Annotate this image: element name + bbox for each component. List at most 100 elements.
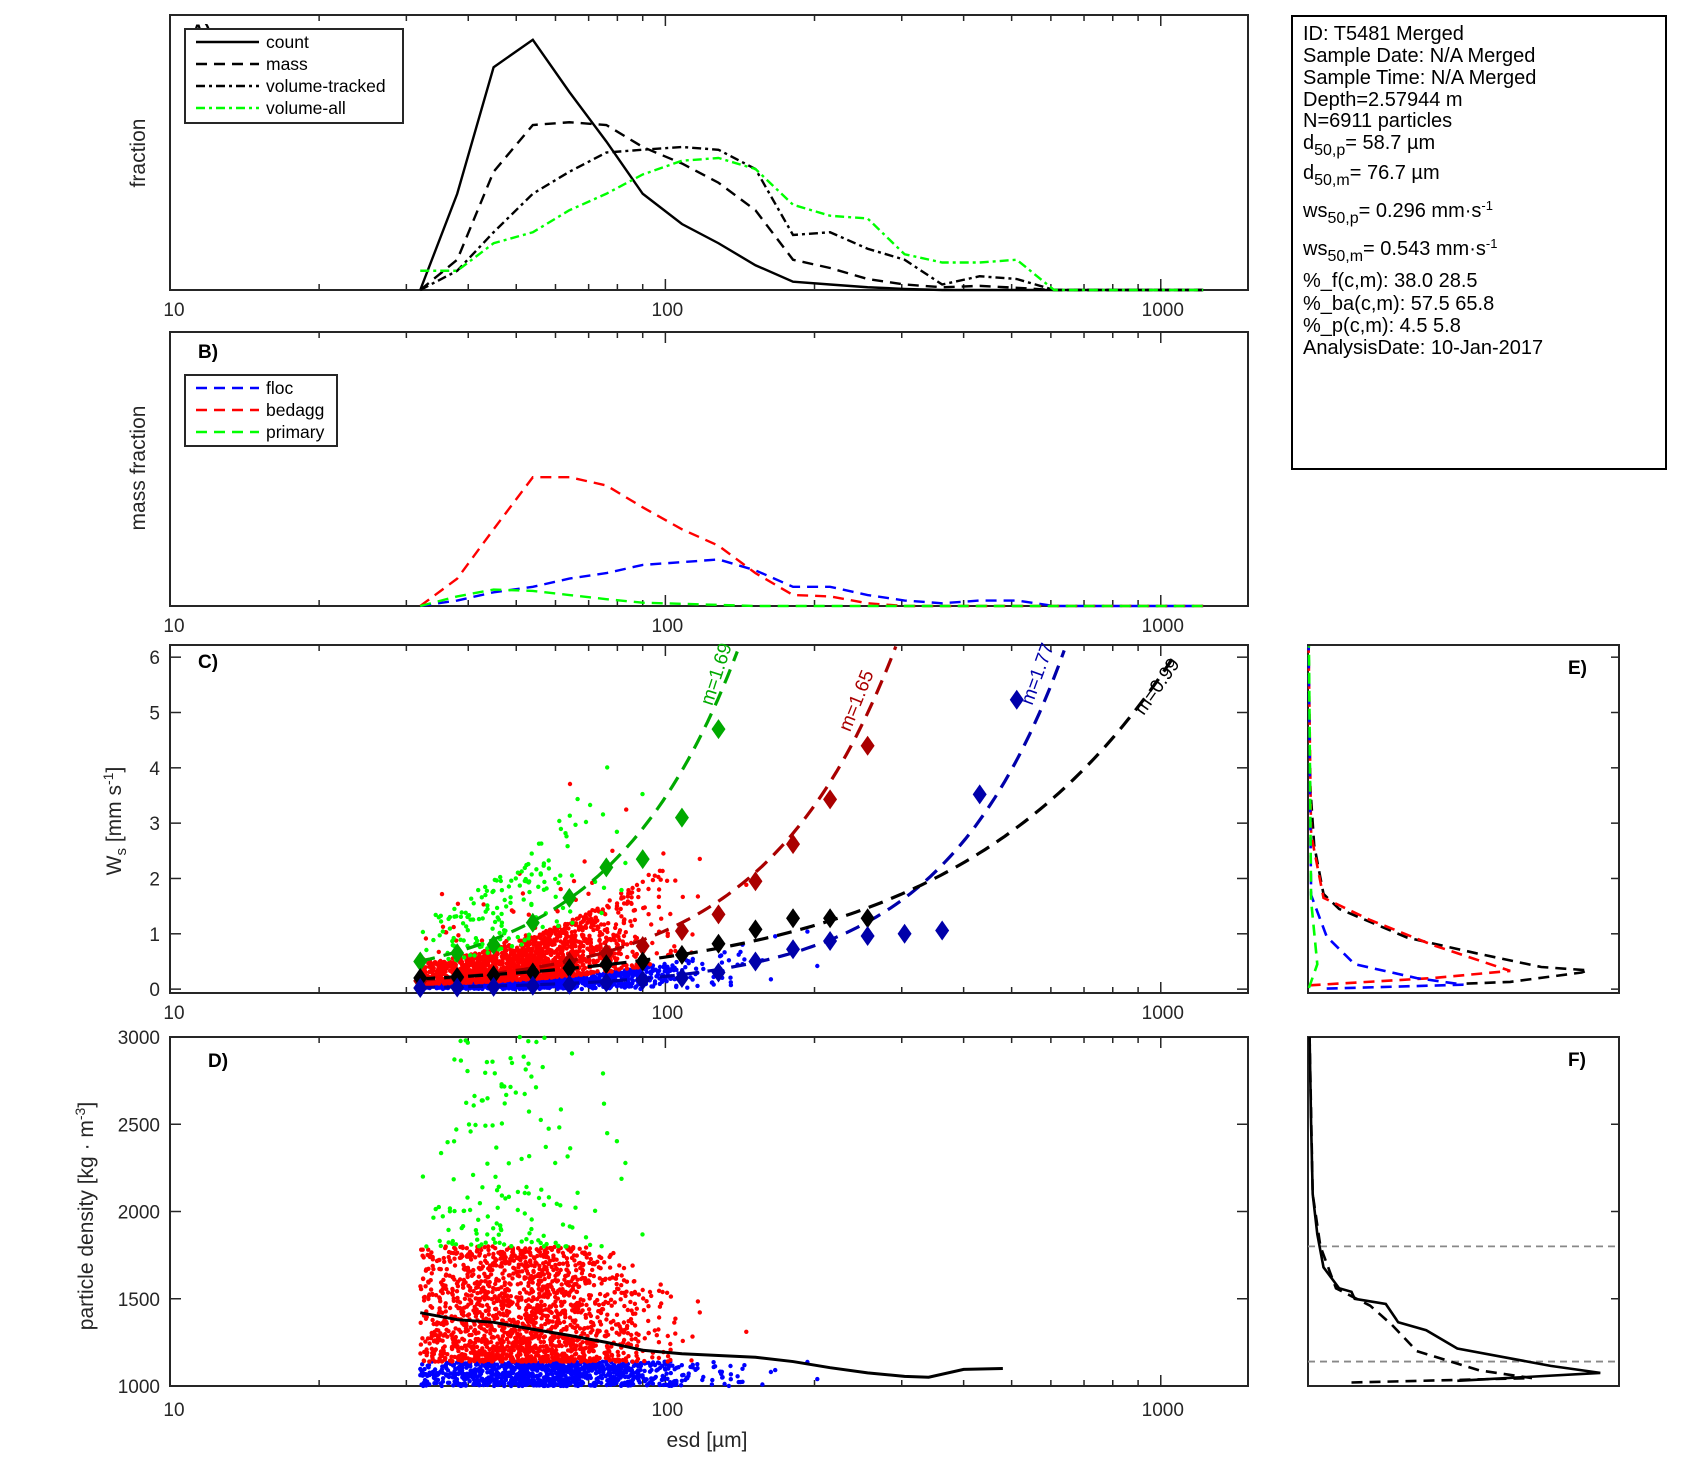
scatter-point-bedagg [496, 961, 501, 966]
scatter-point-bedagg [559, 930, 564, 935]
scatter-point-bedagg [551, 1253, 556, 1258]
scatter-point-primary [560, 905, 566, 911]
scatter-point-bedagg [581, 1298, 586, 1303]
scatter-point-bedagg [597, 1291, 603, 1297]
scatter-point-floc [540, 1363, 545, 1369]
scatter-point-bedagg [636, 887, 641, 893]
scatter-point-bedagg [672, 1320, 677, 1325]
scatter-point-bedagg [531, 938, 536, 943]
scatter-point-bedagg [599, 1281, 604, 1286]
scatter-point-bedagg [526, 912, 531, 917]
scatter-point-bedagg [587, 910, 592, 915]
scatter-point-primary [536, 884, 541, 889]
scatter-point-bedagg [613, 922, 619, 927]
scatter-point-bedagg [603, 912, 608, 917]
scatter-point-floc [435, 984, 441, 990]
scatter-point-bedagg [439, 966, 444, 971]
scatter-point-floc [719, 1369, 725, 1375]
scatter-point-floc [679, 1378, 685, 1384]
scatter-point-floc [695, 983, 700, 989]
scatter-point-primary [491, 911, 496, 916]
scatter-point-bedagg [602, 1260, 607, 1265]
scatter-point-bedagg [665, 931, 670, 936]
scatter-point-bedagg [614, 941, 619, 946]
scatter-point-bedagg [521, 963, 527, 968]
scatter-point-bedagg [560, 955, 565, 960]
x-tick-label: 100 [652, 1400, 684, 1421]
scatter-point-bedagg [581, 943, 586, 949]
scatter-point-floc [465, 1375, 470, 1381]
scatter-point-floc [642, 1368, 647, 1374]
scatter-point-floc [805, 929, 810, 934]
scatter-point-bedagg [629, 923, 634, 928]
scatter-point-bedagg [656, 887, 662, 892]
scatter-point-floc [485, 1370, 490, 1375]
scatter-point-bedagg [652, 873, 657, 878]
scatter-point-bedagg [577, 946, 582, 951]
scatter-point-bedagg [580, 967, 586, 973]
scatter-point-primary [447, 926, 453, 931]
scatter-point-bedagg [507, 957, 512, 962]
scatter-point-floc [674, 967, 679, 972]
scatter-point-floc [453, 1366, 458, 1372]
scatter-point-bedagg [433, 980, 439, 985]
scatter-point-floc [595, 1370, 600, 1375]
scatter-point-bedagg [526, 960, 531, 965]
scatter-point-floc [484, 1376, 489, 1382]
scatter-point-floc [674, 959, 679, 965]
scatter-point-floc [644, 969, 649, 974]
scatter-point-bedagg [499, 954, 504, 959]
scatter-point-bedagg [525, 953, 530, 958]
scatter-point-bedagg [614, 1312, 620, 1318]
scatter-point-floc [451, 1383, 456, 1388]
scatter-point-bedagg [689, 1358, 694, 1363]
scatter-point-primary [484, 888, 490, 893]
axes-frame [169, 644, 1249, 994]
scatter-point-floc [485, 1382, 490, 1388]
scatter-point-floc [470, 1369, 475, 1374]
scatter-point-bedagg [604, 1329, 609, 1334]
scatter-point-bedagg [628, 919, 633, 924]
scatter-point-floc [649, 984, 654, 989]
scatter-point-bedagg [423, 1284, 428, 1289]
scatter-point-bedagg [673, 1316, 678, 1321]
y-axis-label: mass fraction [127, 406, 150, 531]
scatter-point-bedagg [486, 1247, 491, 1253]
scatter-point-floc [582, 976, 587, 981]
scatter-point-bedagg [595, 958, 600, 963]
scatter-point-bedagg [483, 959, 488, 964]
scatter-point-bedagg [451, 965, 456, 970]
scatter-point-bedagg [680, 894, 685, 900]
scatter-point-floc [686, 1371, 691, 1376]
scatter-point-floc [600, 1363, 605, 1369]
scatter-point-primary [476, 916, 482, 922]
scatter-point-floc [568, 1364, 573, 1369]
scatter-point-primary [534, 867, 539, 872]
scatter-point-bedagg [515, 1295, 521, 1300]
scatter-point-floc [722, 1381, 727, 1387]
scatter-point-floc [527, 1365, 532, 1370]
scatter-point-floc [443, 1362, 449, 1368]
scatter-point-floc [518, 1377, 524, 1383]
scatter-point-bedagg [673, 1331, 678, 1336]
scatter-point-primary [540, 924, 545, 930]
scatter-point-floc [670, 965, 675, 970]
scatter-point-primary [524, 862, 529, 868]
scatter-point-bedagg [420, 1253, 425, 1258]
scatter-point-primary [519, 869, 524, 874]
scatter-point-floc [678, 1383, 684, 1388]
scatter-point-bedagg [604, 1317, 609, 1322]
scatter-point-bedagg [518, 977, 523, 983]
scatter-point-bedagg [606, 1348, 611, 1353]
scatter-point-primary [463, 910, 468, 915]
scatter-point-bedagg [598, 1322, 604, 1327]
scatter-point-bedagg [646, 886, 651, 892]
scatter-point-floc [614, 984, 620, 989]
scatter-point-primary [508, 895, 513, 900]
scatter-point-bedagg [656, 894, 662, 899]
scatter-point-floc [700, 961, 705, 967]
scatter-point-bedagg [630, 1359, 635, 1364]
scatter-point-bedagg [597, 1328, 602, 1334]
scatter-point-primary [460, 921, 466, 926]
scatter-point-primary [541, 863, 546, 868]
